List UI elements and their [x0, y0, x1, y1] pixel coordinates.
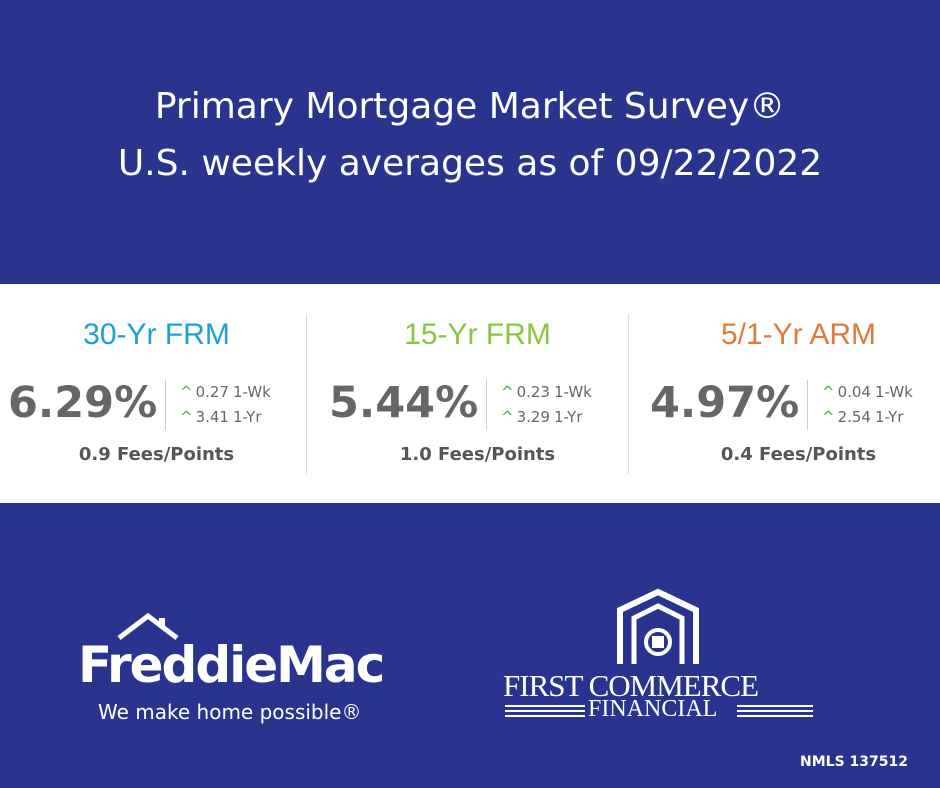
caret: ^ [501, 408, 514, 426]
fcf-name: FIRST COMMERCE [503, 668, 759, 703]
caret: ^ [822, 408, 835, 426]
change-value: 0.27 [195, 383, 229, 401]
product-name: 5/1-Yr ARM [720, 318, 877, 351]
fcf-lines [505, 705, 813, 717]
rate-card: 15-Yr FRM 5.44% ^ 0.23 1-Wk ^ 3.29 1-Yr 1.0 Fees… [321, 284, 634, 503]
separator [306, 314, 307, 474]
rate: 5.44% [329, 378, 479, 428]
change-period: 1-Wk [874, 383, 913, 401]
change-value: 2.54 [837, 408, 871, 426]
change-value: 3.41 [195, 408, 229, 426]
change-row: ^ 0.27 1-Wk [180, 383, 271, 401]
fees: 0.9 Fees/Points [78, 444, 235, 465]
fees: 1.0 Fees/Points [399, 444, 556, 465]
change-period: 1-Yr [553, 408, 583, 426]
rate-card: 5/1-Yr ARM 4.97% ^ 0.04 1-Wk ^ 2.54 1-Yr 0.4 Fee… [642, 284, 940, 503]
nmls: NMLS 137512 [800, 754, 908, 770]
fcf-icon [617, 588, 699, 664]
freddie-name: FreddieMac [78, 636, 385, 694]
divider [486, 380, 487, 430]
change-row: ^ 0.04 1-Wk [822, 383, 913, 401]
change-row: ^ 2.54 1-Yr [822, 408, 904, 426]
divider [165, 380, 166, 430]
roof-icon [117, 612, 179, 640]
change-period: 1-Yr [874, 408, 904, 426]
change-period: 1-Yr [232, 408, 262, 426]
change-row: ^ 3.41 1-Yr [180, 408, 262, 426]
change-period: 1-Wk [232, 383, 271, 401]
caret: ^ [180, 383, 193, 401]
change-row: ^ 3.29 1-Yr [501, 408, 583, 426]
rate: 4.97% [650, 378, 800, 428]
change-value: 0.04 [837, 383, 871, 401]
rate: 6.29% [8, 378, 158, 428]
caret: ^ [501, 383, 514, 401]
rate-card: 30-Yr FRM 6.29% ^ 0.27 1-Wk ^ 3.41 1-Yr 0.9 Fees… [0, 284, 313, 503]
freddie-tagline: We make home possible® [98, 700, 362, 724]
rates-band: 30-Yr FRM 6.29% ^ 0.27 1-Wk ^ 3.41 1-Yr 0.9 Fees… [0, 284, 940, 503]
product-name: 30-Yr FRM [83, 318, 230, 351]
caret: ^ [180, 408, 193, 426]
product-name: 15-Yr FRM [404, 318, 551, 351]
change-period: 1-Wk [553, 383, 592, 401]
title-line: Primary Mortgage Market Survey® [154, 86, 786, 127]
fees: 0.4 Fees/Points [720, 444, 877, 465]
change-value: 0.23 [516, 383, 550, 401]
title-line: U.S. weekly averages as of 09/22/2022 [117, 143, 823, 184]
caret: ^ [822, 383, 835, 401]
divider [807, 380, 808, 430]
change-value: 3.29 [516, 408, 550, 426]
separator [628, 314, 629, 474]
fcf-sub: FINANCIAL [588, 696, 718, 722]
change-row: ^ 0.23 1-Wk [501, 383, 592, 401]
